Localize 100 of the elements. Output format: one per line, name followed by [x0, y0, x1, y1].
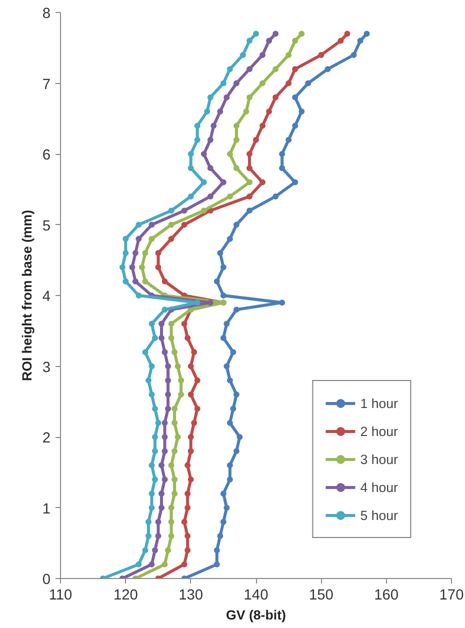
point: [286, 80, 292, 86]
point: [217, 108, 224, 115]
point: [132, 278, 138, 284]
point: [168, 504, 174, 511]
point: [246, 179, 252, 186]
point: [357, 38, 364, 44]
point: [181, 320, 188, 327]
point: [119, 264, 126, 270]
y-tick-label: 3: [42, 360, 51, 376]
point: [226, 236, 233, 242]
point: [152, 334, 158, 341]
point: [292, 94, 298, 100]
point: [298, 108, 305, 115]
point: [214, 561, 220, 568]
point: [155, 518, 162, 525]
point: [148, 490, 155, 497]
point: [152, 406, 158, 412]
point: [220, 264, 226, 270]
point: [188, 434, 194, 440]
point: [172, 490, 178, 497]
point: [148, 462, 155, 468]
point: [217, 533, 224, 540]
point: [155, 533, 162, 540]
legend-label: 1 hour: [360, 396, 398, 410]
point: [286, 52, 292, 58]
point: [138, 264, 145, 270]
point: [188, 476, 194, 482]
point: [136, 292, 142, 298]
point: [172, 349, 178, 356]
point: [122, 236, 129, 242]
point: [226, 66, 233, 72]
point: [145, 377, 152, 384]
point: [246, 94, 252, 100]
point: [162, 306, 168, 313]
point: [152, 476, 158, 482]
legend-label: 3 hour: [360, 452, 398, 466]
point: [298, 30, 305, 37]
point: [188, 448, 194, 454]
point: [145, 533, 152, 540]
point: [194, 377, 200, 384]
point: [286, 136, 292, 143]
point: [174, 363, 181, 370]
point: [148, 320, 155, 327]
point: [220, 518, 226, 525]
point: [226, 193, 233, 200]
point: [178, 392, 184, 398]
point: [168, 236, 174, 242]
point: [142, 349, 148, 356]
point: [279, 151, 286, 157]
point: [272, 193, 279, 200]
point: [224, 320, 230, 327]
point: [246, 38, 252, 44]
point: [260, 122, 266, 129]
point: [214, 278, 220, 284]
point: [233, 392, 240, 398]
point: [253, 30, 259, 37]
point: [168, 222, 174, 228]
point: [226, 462, 233, 468]
point: [272, 94, 279, 100]
point: [178, 377, 184, 384]
point: [122, 250, 129, 256]
point: [162, 561, 168, 568]
point: [181, 518, 188, 525]
y-axis-title: ROI height from base (mm): [19, 210, 34, 382]
point: [318, 52, 324, 58]
point: [305, 80, 312, 86]
point: [148, 363, 155, 370]
x-axis-title: GV (8-bit): [226, 608, 286, 622]
point: [243, 108, 250, 115]
point: [184, 462, 191, 468]
point: [165, 363, 172, 370]
point: [292, 38, 298, 44]
point: [230, 406, 236, 412]
point: [191, 349, 198, 356]
point: [152, 448, 158, 454]
point: [207, 193, 214, 200]
point: [220, 334, 226, 341]
point: [233, 165, 240, 172]
point: [148, 561, 155, 568]
point: [132, 250, 138, 256]
point: [292, 66, 298, 72]
point: [226, 151, 233, 157]
point: [246, 165, 252, 172]
point: [158, 504, 165, 511]
point: [162, 434, 168, 440]
point: [168, 518, 174, 525]
legend-label: 4 hour: [360, 480, 398, 494]
point: [155, 250, 162, 256]
point: [350, 52, 357, 58]
point: [168, 208, 174, 214]
point: [184, 547, 191, 554]
x-tick-label: 170: [439, 588, 464, 604]
point: [220, 80, 226, 86]
point: [246, 151, 252, 157]
point: [184, 504, 191, 511]
y-tick-label: 2: [42, 430, 51, 446]
point: [162, 420, 168, 426]
point: [165, 377, 172, 384]
point: [272, 30, 279, 37]
point: [246, 193, 252, 200]
